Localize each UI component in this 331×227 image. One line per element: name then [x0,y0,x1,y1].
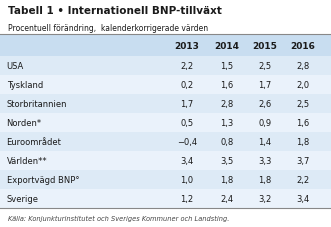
Text: Storbritannien: Storbritannien [7,99,67,109]
Text: 0,9: 0,9 [258,118,271,127]
Text: 1,4: 1,4 [258,137,271,146]
Text: 3,3: 3,3 [258,156,271,165]
Bar [0,76,331,94]
Text: 2,5: 2,5 [296,99,309,109]
Bar [0,132,331,151]
Text: 3,5: 3,5 [220,156,233,165]
Text: 2,6: 2,6 [258,99,271,109]
Text: 3,7: 3,7 [296,156,309,165]
Text: 1,3: 1,3 [220,118,233,127]
Text: 3,4: 3,4 [296,194,309,203]
Text: 1,8: 1,8 [220,175,233,184]
Text: Sverige: Sverige [7,194,39,203]
Text: 1,0: 1,0 [180,175,194,184]
Text: −0,4: −0,4 [177,137,197,146]
Text: Procentuell förändring,  kalenderkorrigerade värden: Procentuell förändring, kalenderkorriger… [8,24,209,33]
Text: USA: USA [7,62,24,71]
Text: 2,8: 2,8 [220,99,233,109]
Text: 2016: 2016 [290,42,315,50]
Text: 1,7: 1,7 [180,99,194,109]
Text: 2015: 2015 [252,42,277,50]
Text: 1,8: 1,8 [296,137,309,146]
Text: 1,8: 1,8 [258,175,271,184]
Bar [0,151,331,170]
Text: 0,5: 0,5 [180,118,194,127]
Text: 3,2: 3,2 [258,194,271,203]
Text: 2,5: 2,5 [258,62,271,71]
Text: 2,8: 2,8 [296,62,309,71]
Text: 2014: 2014 [214,42,239,50]
Text: Euroområdet: Euroområdet [7,137,62,146]
Bar [0,57,331,76]
Text: Källa: Konjunkturinstitutet och Sveriges Kommuner och Landsting.: Källa: Konjunkturinstitutet och Sveriges… [8,215,230,221]
Text: Tyskland: Tyskland [7,81,43,89]
Text: 2,2: 2,2 [180,62,194,71]
Text: 1,6: 1,6 [220,81,233,89]
Text: 2,0: 2,0 [296,81,309,89]
Bar [0,35,331,57]
Text: 0,8: 0,8 [220,137,233,146]
Text: 1,5: 1,5 [220,62,233,71]
Text: Exportvägd BNP°: Exportvägd BNP° [7,175,79,184]
Bar [0,94,331,113]
Text: Tabell 1 • Internationell BNP-tillväxt: Tabell 1 • Internationell BNP-tillväxt [8,6,222,16]
Text: 1,2: 1,2 [180,194,194,203]
Text: 1,6: 1,6 [296,118,309,127]
Bar [0,189,331,208]
Text: Världen**: Världen** [7,156,47,165]
Text: 1,7: 1,7 [258,81,271,89]
Text: 0,2: 0,2 [180,81,194,89]
Text: 2,4: 2,4 [220,194,233,203]
Text: Norden*: Norden* [7,118,42,127]
Text: 2013: 2013 [174,42,200,50]
Bar [0,170,331,189]
Text: 2,2: 2,2 [296,175,309,184]
Bar [0,113,331,132]
Text: 3,4: 3,4 [180,156,194,165]
